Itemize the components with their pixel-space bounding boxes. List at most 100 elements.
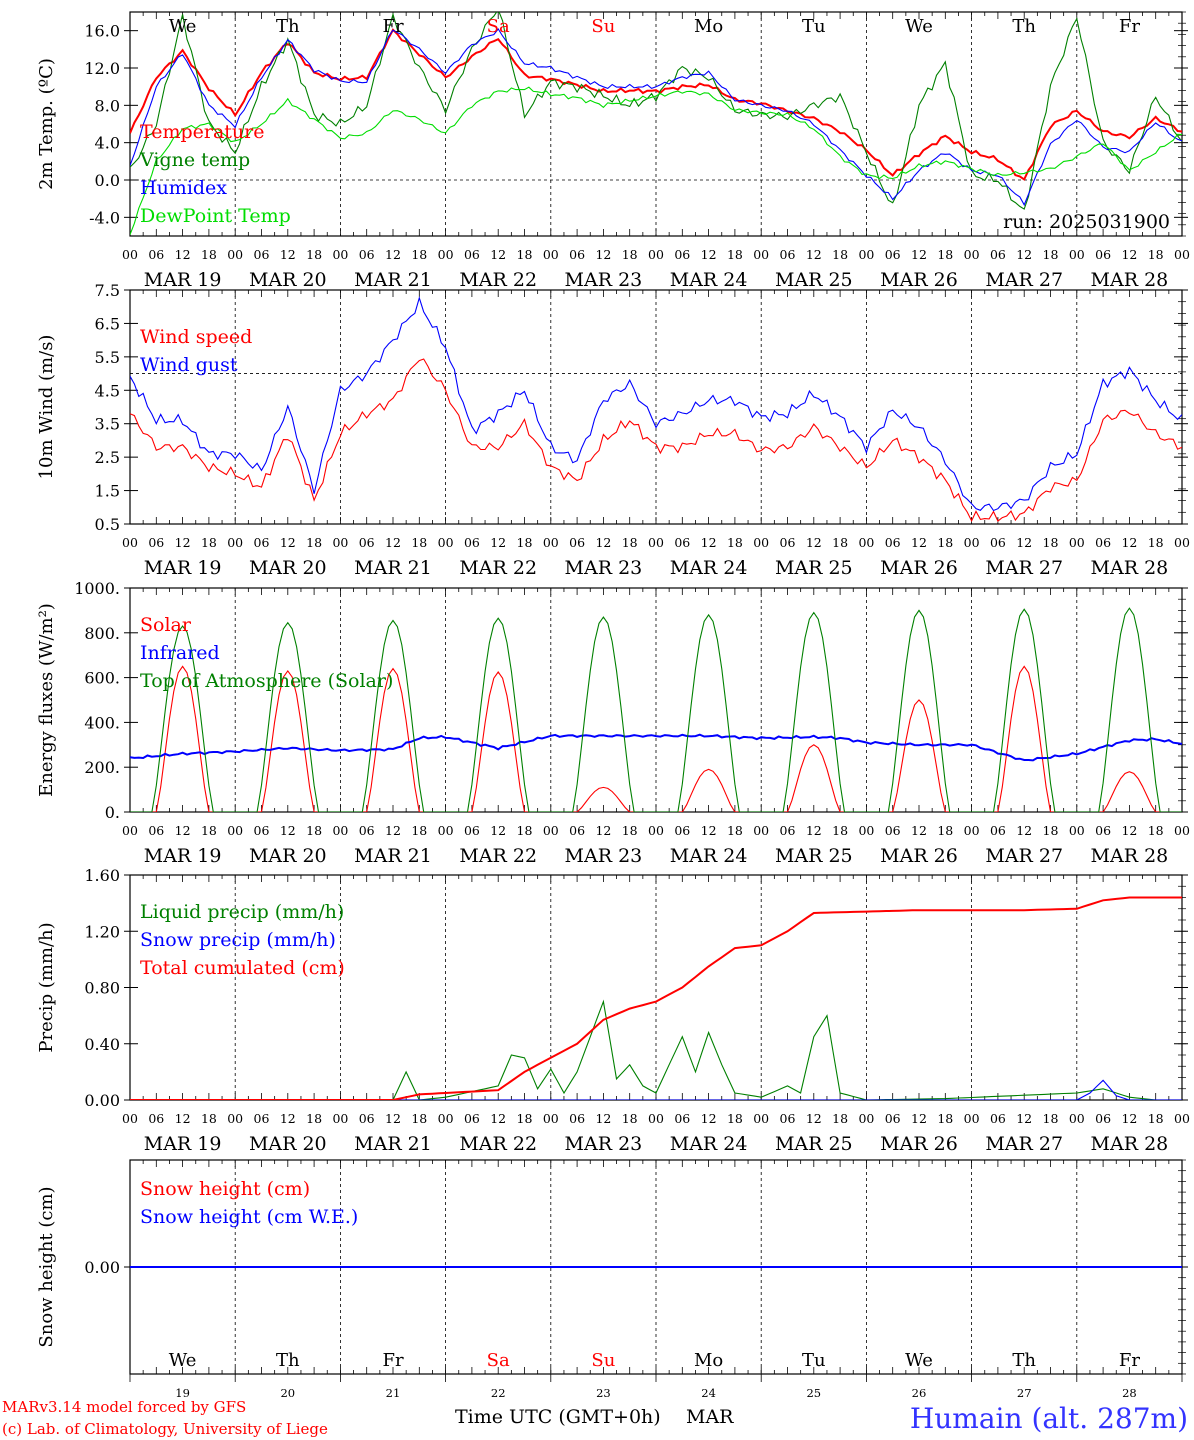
weekday-label: Mo bbox=[694, 1350, 723, 1371]
date-label: MAR 22 bbox=[459, 557, 537, 579]
hour-tick-label: 18 bbox=[622, 535, 638, 550]
hour-tick-label: 18 bbox=[622, 823, 638, 838]
hour-tick-label: 06 bbox=[674, 1111, 690, 1126]
y-tick-label: 600. bbox=[84, 669, 120, 688]
hour-tick-label: 12 bbox=[911, 535, 927, 550]
hour-tick-label: 18 bbox=[1148, 1111, 1164, 1126]
date-label: MAR 27 bbox=[985, 269, 1063, 291]
hour-tick-label: 18 bbox=[1043, 247, 1059, 262]
hour-tick-label: 06 bbox=[990, 823, 1006, 838]
hour-tick-label: 12 bbox=[1121, 1111, 1137, 1126]
series-line-humidex bbox=[130, 28, 1182, 207]
hour-tick-label: 18 bbox=[832, 247, 848, 262]
legend-entry: Top of Atmosphere (Solar) bbox=[140, 670, 393, 692]
hour-tick-label: 12 bbox=[490, 823, 506, 838]
hour-tick-label: 06 bbox=[780, 1111, 796, 1126]
hour-tick-label: 12 bbox=[595, 1111, 611, 1126]
hour-tick-label: 06 bbox=[885, 535, 901, 550]
hour-tick-label: 00 bbox=[753, 247, 769, 262]
time-axis-label: Time UTC (GMT+0h) bbox=[455, 1406, 661, 1428]
day-number-label: 20 bbox=[280, 1386, 295, 1400]
day-number-label: 23 bbox=[596, 1386, 611, 1400]
hour-tick-label: 06 bbox=[254, 535, 270, 550]
series-line-liquid-precip-mm-h- bbox=[130, 999, 1182, 1100]
hour-tick-label: 12 bbox=[911, 823, 927, 838]
hour-tick-label: 06 bbox=[885, 247, 901, 262]
hour-tick-label: 18 bbox=[622, 247, 638, 262]
hour-tick-label: 18 bbox=[1148, 535, 1164, 550]
hour-tick-label: 06 bbox=[569, 247, 585, 262]
hour-tick-label: 12 bbox=[701, 823, 717, 838]
y-axis-label: Energy fluxes (W/m²) bbox=[36, 603, 57, 797]
hour-tick-label: 12 bbox=[175, 1111, 191, 1126]
hour-tick-label: 06 bbox=[254, 823, 270, 838]
hour-tick-label: 18 bbox=[517, 823, 533, 838]
hour-tick-label: 00 bbox=[1174, 535, 1190, 550]
hour-tick-label: 12 bbox=[806, 1111, 822, 1126]
series-group bbox=[130, 607, 1182, 812]
y-tick-label: 0.5 bbox=[95, 515, 120, 534]
hour-tick-label: 00 bbox=[858, 247, 874, 262]
panel-wind: 0.5 1.5 2.5 3.5 4.5 5.5 6.5 7.5 10m Wind (m/s) Wi… bbox=[36, 281, 1190, 579]
hour-tick-label: 06 bbox=[359, 1111, 375, 1126]
hour-tick-label: 06 bbox=[674, 823, 690, 838]
hour-tick-label: 00 bbox=[332, 247, 348, 262]
hour-tick-label: 12 bbox=[806, 535, 822, 550]
hour-tick-label: 06 bbox=[1095, 1111, 1111, 1126]
panel-temp: -4.0 0.0 4.0 8.0 12.0 16.0 2m Temp. (ºC) Temper… bbox=[36, 11, 1190, 291]
hour-tick-label: 18 bbox=[727, 535, 743, 550]
hour-tick-label: 00 bbox=[964, 247, 980, 262]
date-label: MAR 25 bbox=[775, 557, 853, 579]
series-line-solar bbox=[130, 665, 1182, 812]
hour-tick-label: 06 bbox=[148, 247, 164, 262]
legend-entry: Wind gust bbox=[140, 354, 238, 376]
hour-tick-label: 12 bbox=[701, 247, 717, 262]
weekday-label: Tu bbox=[802, 16, 826, 37]
hour-tick-label: 00 bbox=[122, 247, 138, 262]
date-label: MAR 23 bbox=[565, 1133, 643, 1155]
y-tick-label: 200. bbox=[84, 758, 120, 777]
legend-entry: Humidex bbox=[140, 177, 227, 199]
date-label: MAR 23 bbox=[565, 557, 643, 579]
hour-tick-label: 12 bbox=[1121, 535, 1137, 550]
legend-entry: Snow height (cm) bbox=[140, 1178, 310, 1200]
hour-tick-label: 00 bbox=[964, 535, 980, 550]
hour-tick-label: 00 bbox=[438, 1111, 454, 1126]
date-label: MAR 23 bbox=[565, 269, 643, 291]
hour-tick-label: 18 bbox=[832, 535, 848, 550]
weekday-label: Fr bbox=[1119, 1350, 1140, 1371]
hour-tick-label: 12 bbox=[806, 823, 822, 838]
hour-tick-label: 18 bbox=[517, 247, 533, 262]
hour-tick-label: 00 bbox=[648, 823, 664, 838]
legend-entry: Temperature bbox=[140, 121, 264, 143]
hour-tick-label: 18 bbox=[517, 535, 533, 550]
hour-tick-label: 06 bbox=[780, 535, 796, 550]
legend-entry: DewPoint Temp bbox=[140, 205, 291, 227]
date-label: MAR 22 bbox=[459, 845, 537, 867]
date-label: MAR 21 bbox=[354, 845, 432, 867]
day-number-label: 27 bbox=[1017, 1386, 1032, 1400]
hour-tick-label: 00 bbox=[543, 247, 559, 262]
series-group bbox=[130, 896, 1182, 1100]
day-number-label: 19 bbox=[175, 1386, 190, 1400]
day-number-label: 26 bbox=[912, 1386, 927, 1400]
y-tick-label: 2.5 bbox=[95, 448, 120, 467]
hour-tick-label: 18 bbox=[1148, 823, 1164, 838]
hour-tick-label: 12 bbox=[701, 535, 717, 550]
date-label: MAR 20 bbox=[249, 269, 327, 291]
hour-tick-label: 06 bbox=[569, 1111, 585, 1126]
hour-tick-label: 18 bbox=[937, 535, 953, 550]
hour-tick-label: 06 bbox=[674, 535, 690, 550]
hour-tick-label: 00 bbox=[227, 823, 243, 838]
date-label: MAR 26 bbox=[880, 1133, 958, 1155]
hour-tick-label: 00 bbox=[1174, 823, 1190, 838]
y-tick-label: 0. bbox=[105, 803, 120, 822]
hour-tick-label: 06 bbox=[464, 535, 480, 550]
hour-tick-label: 06 bbox=[885, 823, 901, 838]
date-label: MAR 22 bbox=[459, 269, 537, 291]
date-label: MAR 19 bbox=[144, 269, 222, 291]
day-number-label: 21 bbox=[386, 1386, 401, 1400]
series-line-dewpoint-temp bbox=[130, 86, 1182, 235]
hour-tick-label: 00 bbox=[227, 1111, 243, 1126]
hour-tick-label: 12 bbox=[385, 823, 401, 838]
